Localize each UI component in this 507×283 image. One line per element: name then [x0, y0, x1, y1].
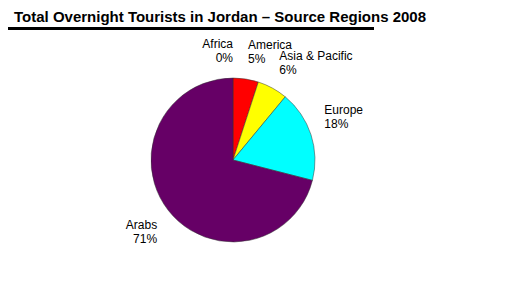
svg-text:Arabs71%: Arabs71%: [126, 218, 158, 246]
svg-text:Europe18%: Europe18%: [324, 103, 363, 131]
html-text:Total Overnight Tourists in Jo: Total Overnight Tourists in Jordan – Sou…: [14, 8, 426, 25]
svg-text:Africa0%: Africa0%: [202, 37, 233, 65]
svg-text:Asia & Pacific6%: Asia & Pacific6%: [279, 49, 352, 77]
html-text:5%: 5%: [248, 52, 266, 67]
html-text:America: America: [248, 38, 292, 53]
